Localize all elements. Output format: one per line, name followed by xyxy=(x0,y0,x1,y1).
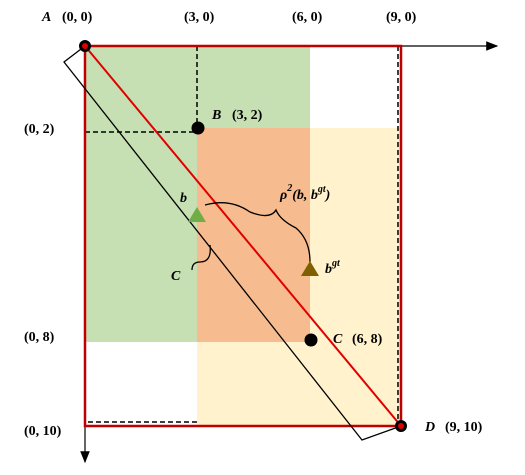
y-axis-label: (0, 8) xyxy=(24,330,55,345)
x-axis-label: (6, 0) xyxy=(292,10,323,25)
predicted-label: b xyxy=(180,191,187,206)
distance-label: ρ2(b, bgt) xyxy=(279,183,330,203)
point-center xyxy=(82,43,88,49)
predicted-center xyxy=(188,207,206,222)
ground-truth-center xyxy=(301,261,319,276)
point-coord: (0, 0) xyxy=(62,10,93,25)
point-label: C xyxy=(333,332,343,347)
ground-truth-label: bgt xyxy=(325,258,341,277)
bracket-tick xyxy=(191,244,211,271)
diagonal-bracket xyxy=(63,45,402,441)
guide-lines xyxy=(85,46,399,426)
point-label: D xyxy=(424,420,435,435)
point-center xyxy=(398,423,404,429)
y-axis-label: (0, 10) xyxy=(24,424,62,439)
point-coord: (6, 8) xyxy=(352,332,383,347)
point-label: B xyxy=(211,108,221,123)
distance-brace xyxy=(204,202,311,263)
point-coord: (3, 2) xyxy=(232,108,263,123)
x-axis-label: (3, 0) xyxy=(184,10,215,25)
y-axis-label: (0, 2) xyxy=(24,122,55,137)
overlap-region xyxy=(197,128,310,342)
point xyxy=(191,121,205,135)
diagonal-line xyxy=(84,45,402,427)
enclosing-box xyxy=(83,44,403,428)
enclosing-label: C xyxy=(171,269,181,284)
point-coord: (9, 10) xyxy=(445,420,483,435)
x-axis-label: (9, 0) xyxy=(386,10,417,25)
point-label: A xyxy=(41,10,51,25)
point xyxy=(304,333,318,347)
